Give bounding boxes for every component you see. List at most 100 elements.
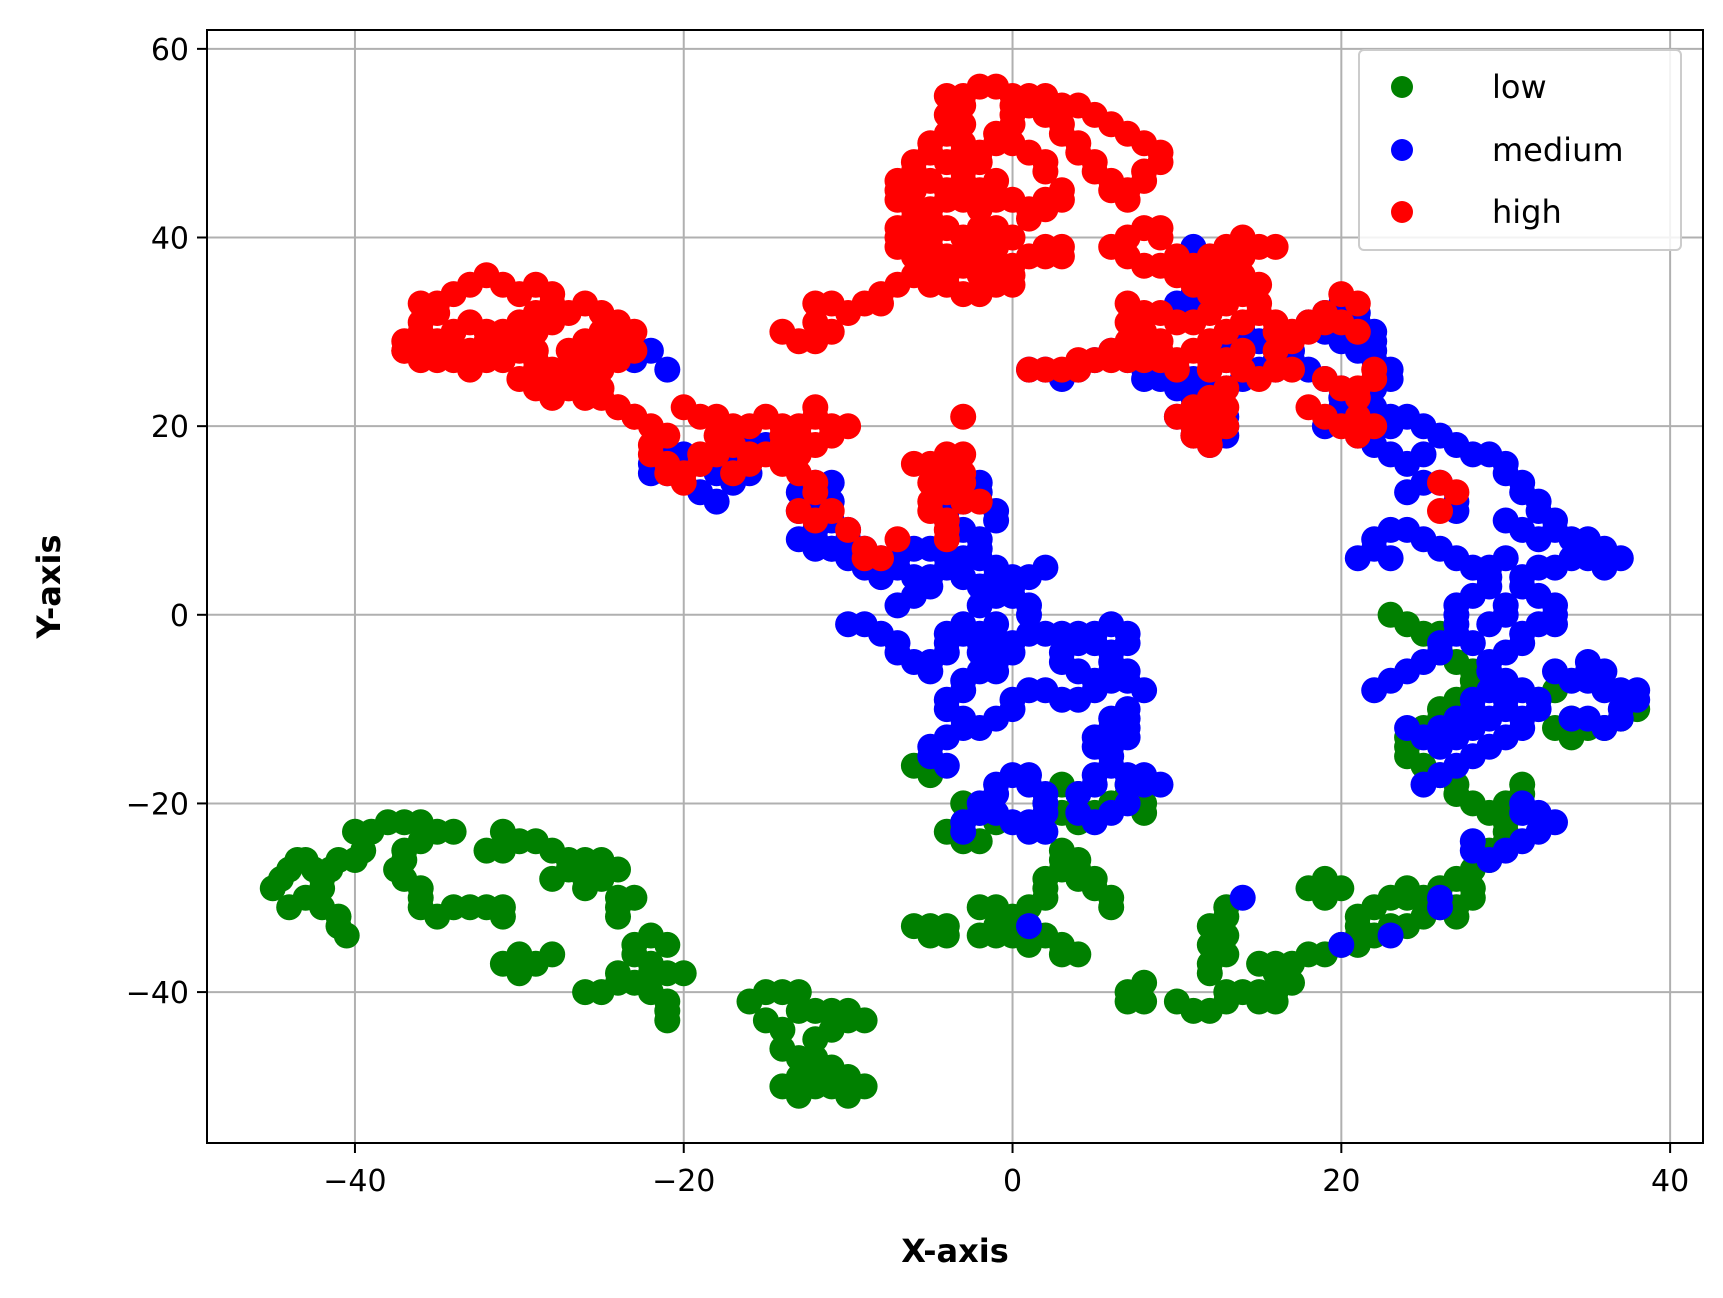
data-point-low (621, 884, 648, 911)
data-point-high (900, 450, 927, 477)
data-point-high (1163, 356, 1190, 383)
data-point-low (785, 979, 812, 1006)
legend-box (1358, 49, 1682, 251)
data-point-low (637, 960, 664, 987)
legend-marker-high (1391, 201, 1413, 223)
data-point-medium (1591, 658, 1618, 685)
data-point-low (802, 1064, 829, 1090)
data-point-medium (1065, 799, 1092, 826)
legend-label-high: high (1492, 193, 1562, 231)
data-point-medium (1081, 762, 1108, 789)
x-tick-label: −40 (323, 1164, 386, 1199)
data-point-low (539, 865, 566, 892)
data-point-high (966, 488, 993, 515)
data-point-medium (1147, 771, 1174, 798)
data-point-high (1213, 413, 1240, 440)
data-point-high (720, 460, 747, 487)
data-point-high (818, 498, 845, 524)
data-point-high (900, 177, 927, 204)
data-point-medium (1542, 611, 1568, 638)
y-tick-label: 20 (151, 410, 189, 445)
data-point-low (1131, 988, 1158, 1015)
data-point-low (605, 960, 631, 987)
data-point-medium (1476, 611, 1503, 638)
data-point-low (1098, 894, 1125, 921)
data-point-high (1344, 318, 1371, 345)
data-point-medium (900, 564, 927, 591)
data-point-high (1065, 347, 1092, 374)
data-point-high (802, 394, 829, 421)
data-point-medium (1032, 818, 1059, 845)
data-point-low (539, 941, 566, 968)
series-high (391, 73, 1470, 572)
data-point-high (457, 356, 483, 383)
data-point-high (1279, 356, 1305, 383)
data-point-medium (1476, 554, 1503, 581)
data-point-high (1016, 356, 1042, 383)
data-point-high (900, 224, 927, 251)
data-point-medium (1016, 601, 1042, 628)
data-point-medium (1558, 705, 1585, 732)
data-point-medium (950, 818, 977, 845)
data-point-medium (983, 611, 1010, 638)
data-point-low (769, 1016, 796, 1043)
data-point-high (539, 384, 566, 411)
data-point-high (670, 394, 697, 421)
data-point-high (1180, 252, 1207, 279)
data-point-low (785, 997, 812, 1024)
plot-frame (206, 29, 1704, 1144)
y-tick-label: 0 (170, 599, 189, 634)
data-points (259, 73, 1651, 1109)
data-point-medium (1410, 771, 1437, 798)
data-point-medium (1328, 931, 1355, 958)
data-point-high (1016, 196, 1042, 223)
data-point-medium (703, 488, 730, 515)
y-tick-label: 40 (151, 222, 189, 257)
data-point-low (1509, 771, 1536, 798)
data-point-high (1032, 158, 1059, 185)
legend-marker-medium (1391, 139, 1413, 161)
data-point-low (1344, 913, 1371, 940)
data-point-high (933, 526, 960, 553)
data-point-low (654, 1007, 681, 1034)
data-point-medium (1394, 715, 1421, 741)
data-point-high (950, 111, 977, 138)
data-point-low (1065, 941, 1092, 968)
data-point-high (588, 375, 615, 402)
data-point-medium (966, 592, 993, 619)
data-point-high (1048, 233, 1075, 260)
data-point-high (950, 441, 977, 468)
data-point-high (950, 403, 977, 430)
data-point-low (276, 894, 303, 921)
data-point-low (489, 903, 516, 930)
y-axis-title: Y-axis (30, 535, 68, 640)
data-point-medium (1032, 554, 1059, 581)
data-point-low (440, 818, 467, 845)
legend: low medium high (1358, 49, 1682, 251)
data-point-high (999, 252, 1026, 279)
data-point-high (835, 516, 862, 543)
axis-ticks: −40 −20 0 20 40 −40 −20 0 20 40 60 (126, 33, 1690, 1199)
data-point-high (1114, 186, 1141, 213)
data-point-medium (1114, 705, 1141, 732)
data-point-medium (1459, 630, 1486, 657)
data-point-low (1377, 601, 1404, 628)
data-point-low (1016, 931, 1042, 958)
y-tick-label: 60 (151, 33, 189, 68)
data-point-medium (1509, 799, 1536, 826)
data-point-medium (1492, 592, 1519, 619)
data-point-medium (933, 752, 960, 779)
data-point-medium (1525, 526, 1552, 553)
x-tick-label: 0 (1003, 1164, 1022, 1199)
data-point-low (654, 931, 681, 958)
data-point-high (1180, 422, 1207, 449)
data-point-high (1427, 469, 1453, 496)
data-point-medium (1377, 922, 1404, 949)
data-point-low (605, 903, 631, 930)
data-point-high (1427, 498, 1453, 524)
data-point-medium (1131, 677, 1158, 704)
data-point-low (1131, 969, 1158, 996)
data-point-high (1213, 394, 1240, 421)
